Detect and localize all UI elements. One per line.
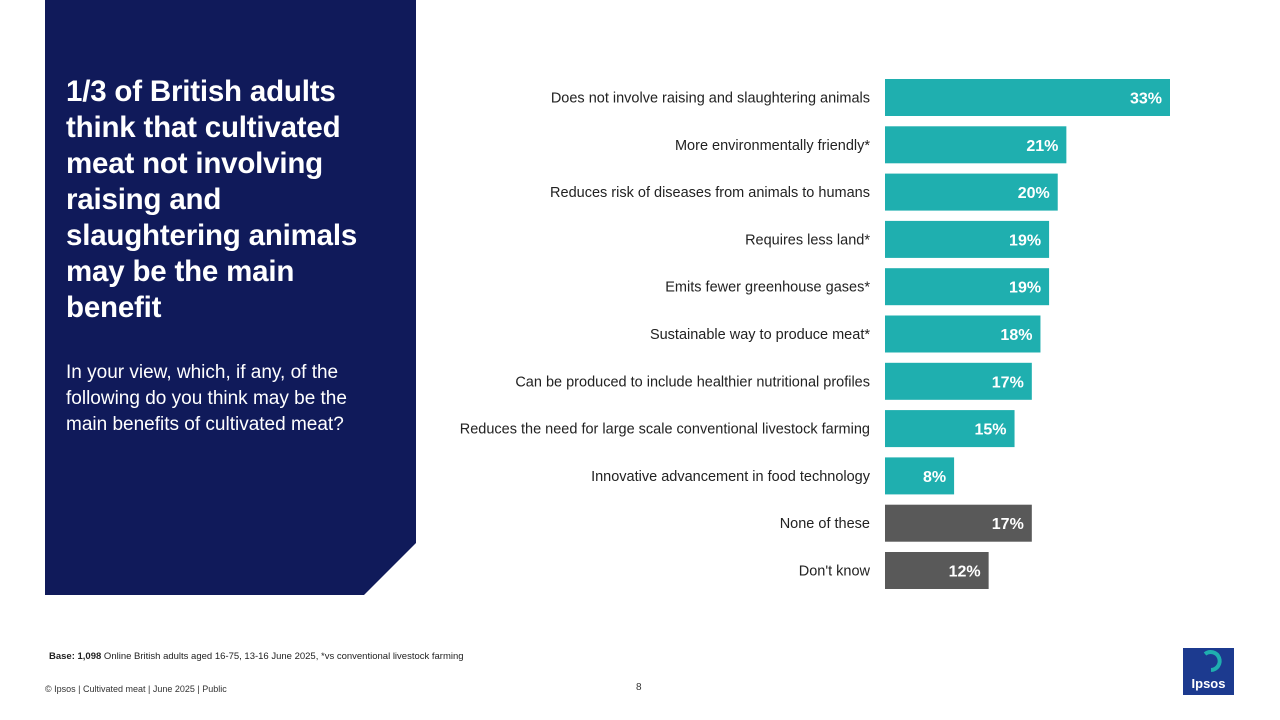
category-label-3: Reduces risk of diseases from animals to… [550, 185, 870, 201]
value-label-4: 19% [1009, 232, 1041, 249]
footer-copyright: © Ipsos | Cultivated meat | June 2025 | … [45, 684, 227, 694]
bar-11 [885, 552, 989, 589]
category-label-8: Reduces the need for large scale convent… [460, 422, 870, 438]
value-label-1: 33% [1130, 91, 1162, 108]
value-label-5: 19% [1009, 280, 1041, 297]
bar-1 [885, 79, 1170, 116]
category-label-7: Can be produced to include healthier nut… [515, 374, 870, 390]
logo-text: Ipsos [1192, 676, 1226, 691]
bar-3 [885, 173, 1058, 211]
value-label-10: 17% [992, 516, 1024, 533]
ipsos-logo: Ipsos [1183, 648, 1234, 695]
bar-chart: Does not involve raising and slaughterin… [460, 79, 1170, 589]
category-label-1: Does not involve raising and slaughterin… [551, 91, 870, 107]
base-note: Base: 1,098 Online British adults aged 1… [49, 651, 464, 662]
value-label-2: 21% [1026, 138, 1058, 155]
category-label-11: Don't know [799, 564, 871, 580]
value-label-3: 20% [1018, 185, 1050, 202]
bar-4 [885, 220, 1050, 258]
bar-2 [885, 126, 1067, 164]
category-label-4: Requires less land* [745, 232, 870, 248]
category-label-6: Sustainable way to produce meat* [650, 327, 870, 343]
category-label-10: None of these [780, 516, 870, 532]
logo-mark [1203, 650, 1222, 672]
page-number: 8 [636, 682, 642, 693]
value-label-8: 15% [975, 422, 1007, 439]
bar-8 [885, 410, 1015, 448]
bar-5 [885, 268, 1050, 306]
logo-background [1183, 648, 1234, 695]
category-label-2: More environmentally friendly* [675, 138, 870, 154]
category-label-9: Innovative advancement in food technolog… [591, 469, 871, 485]
value-label-11: 12% [949, 564, 981, 581]
value-label-6: 18% [1000, 327, 1032, 344]
bar-9 [885, 457, 955, 495]
bar-7 [885, 362, 1032, 400]
value-label-7: 17% [992, 374, 1024, 391]
category-label-5: Emits fewer greenhouse gases* [665, 280, 870, 296]
page-title: 1/3 of British adults think that cultiva… [66, 75, 358, 324]
title-panel: 1/3 of British adults think that cultiva… [45, 0, 416, 595]
survey-question: In your view, which, if any, of the foll… [66, 362, 347, 435]
bar-10 [885, 504, 1032, 542]
base-label: Base: 1,098 [49, 651, 102, 662]
value-label-9: 8% [923, 469, 946, 486]
base-text: Online British adults aged 16-75, 13-16 … [101, 651, 464, 662]
bar-6 [885, 315, 1041, 353]
